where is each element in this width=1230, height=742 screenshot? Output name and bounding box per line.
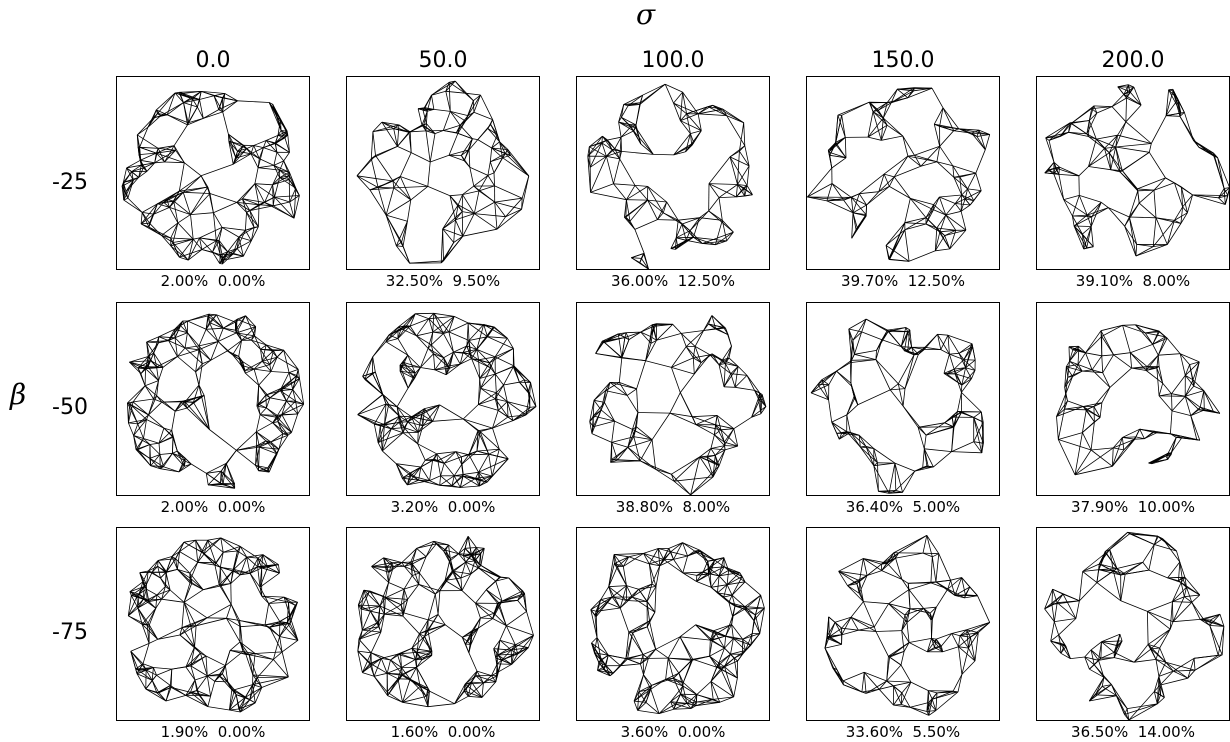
sigma-axis-symbol: σ: [636, 0, 656, 31]
network-graph-drawing: [1044, 84, 1229, 257]
panel-caption: 1.60% 0.00%: [390, 723, 496, 741]
network-panel: [1036, 527, 1230, 721]
panel-caption: 3.60% 0.00%: [620, 723, 726, 741]
panel-caption: 39.70% 12.50%: [841, 272, 965, 290]
graph-edges: [1044, 84, 1229, 257]
panel-caption: 1.90% 0.00%: [160, 723, 266, 741]
graph-edges: [121, 91, 300, 265]
panel-caption: 36.50% 14.00%: [1071, 723, 1195, 741]
beta-axis-symbol: β: [10, 378, 27, 411]
network-panel: [576, 302, 770, 496]
row-label-2: -75: [52, 620, 88, 645]
graph-edges: [127, 537, 299, 713]
graph-edges: [824, 535, 991, 716]
graph-edges: [127, 313, 305, 489]
network-graph-drawing: [356, 80, 530, 264]
network-graph-drawing: [357, 312, 537, 488]
graph-edges: [590, 542, 765, 714]
network-panel: [806, 76, 1000, 270]
panel-caption: 3.20% 0.00%: [390, 498, 496, 516]
network-graph-drawing: [357, 536, 534, 708]
column-label-1: 50.0: [418, 48, 468, 73]
graph-edges: [810, 318, 984, 494]
network-graph-drawing: [590, 542, 765, 714]
panel-caption: 2.00% 0.00%: [160, 272, 266, 290]
network-graph-drawing: [587, 83, 753, 269]
network-graph-drawing: [807, 87, 991, 262]
network-graph-drawing: [127, 537, 299, 713]
graph-edges: [1056, 324, 1221, 476]
column-label-3: 150.0: [871, 48, 935, 73]
network-graph-drawing: [810, 318, 984, 494]
network-graph-drawing: [1044, 531, 1225, 720]
network-panel: [806, 527, 1000, 721]
graph-edges: [807, 87, 991, 262]
network-graph-drawing: [824, 535, 991, 716]
panel-caption: 38.80% 8.00%: [615, 498, 731, 516]
network-graph-drawing: [589, 315, 767, 495]
network-panel: [346, 302, 540, 496]
network-panel: [116, 302, 310, 496]
network-panel: [1036, 76, 1230, 270]
panel-caption: 32.50% 9.50%: [385, 272, 501, 290]
column-label-0: 0.0: [195, 48, 231, 73]
network-panel: [576, 76, 770, 270]
graph-edges: [356, 80, 530, 264]
graph-edges: [587, 83, 753, 269]
panel-caption: 36.40% 5.00%: [845, 498, 961, 516]
graph-edges: [357, 536, 534, 708]
network-graph-drawing: [121, 91, 300, 265]
graph-edges: [357, 312, 537, 488]
panel-caption: 36.00% 12.50%: [611, 272, 735, 290]
network-panel: [116, 76, 310, 270]
column-label-2: 100.0: [641, 48, 705, 73]
panel-caption: 37.90% 10.00%: [1071, 498, 1195, 516]
network-panel: [346, 527, 540, 721]
row-label-1: -50: [52, 395, 88, 420]
column-label-4: 200.0: [1101, 48, 1165, 73]
network-panel: [346, 76, 540, 270]
panel-caption: 33.60% 5.50%: [845, 723, 961, 741]
network-panel: [576, 527, 770, 721]
panel-caption: 39.10% 8.00%: [1075, 272, 1191, 290]
network-panel: [806, 302, 1000, 496]
network-panel: [1036, 302, 1230, 496]
graph-edges: [589, 315, 767, 495]
network-graph-drawing: [127, 313, 305, 489]
network-panel: [116, 527, 310, 721]
row-label-0: -25: [52, 170, 88, 195]
graph-edges: [1044, 531, 1225, 720]
panel-caption: 2.00% 0.00%: [160, 498, 266, 516]
network-graph-drawing: [1056, 324, 1221, 476]
